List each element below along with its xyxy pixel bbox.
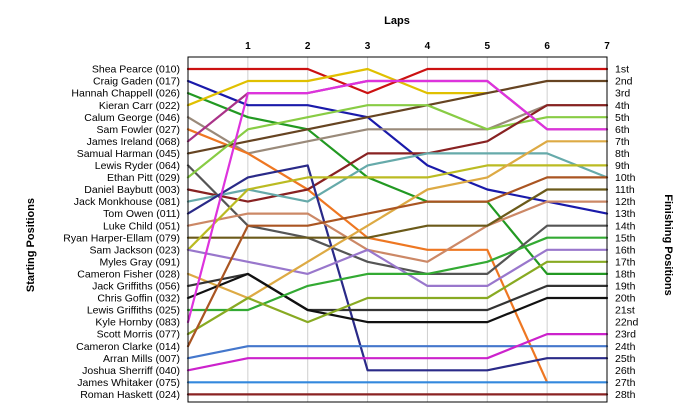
finishing-label: 13th (615, 208, 636, 220)
finishing-label: 1st (615, 64, 629, 76)
series-lines (186, 67, 609, 396)
y-axis-right-title: Finishing Positions (662, 194, 674, 295)
series-label: Calum George (046) (84, 112, 180, 124)
series-label: Cameron Clarke (014) (76, 341, 180, 353)
series-label: Lewis Griffiths (025) (87, 305, 180, 317)
series-line (186, 200, 609, 263)
series-label: Myles Gray (091) (99, 256, 180, 268)
series-label: Tom Owen (011) (103, 208, 180, 220)
series-line (186, 79, 609, 155)
series-label: Scott Morris (077) (97, 329, 180, 341)
series-label: James Whitaker (075) (77, 377, 180, 389)
finishing-label: 2nd (615, 76, 633, 88)
series-label: Craig Gaden (017) (93, 76, 180, 88)
series-line (186, 104, 609, 179)
x-tick-label: 5 (485, 41, 491, 52)
series-line (186, 272, 609, 312)
series-label: Jack Monkhouse (081) (74, 196, 180, 208)
x-tick-label: 3 (365, 41, 371, 52)
series-label: Ethan Pitt (029) (107, 172, 180, 184)
series-label: Chris Goffin (032) (97, 293, 180, 305)
finishing-label: 12th (615, 196, 636, 208)
series-label: Cameron Fisher (028) (77, 268, 180, 280)
finishing-label: 26th (615, 365, 636, 377)
series-label: Ryan Harper-Ellam (079) (63, 232, 180, 244)
series-label: Arran Mills (007) (103, 353, 180, 365)
series-label: Daniel Baybutt (003) (84, 184, 180, 196)
finishing-label: 20th (615, 293, 636, 305)
finishing-position-labels: 1st2nd3rd4th5th6th7th8th9th10th11th12th1… (615, 64, 639, 401)
finishing-label: 21st (615, 305, 635, 317)
finishing-label: 9th (615, 160, 630, 172)
finishing-label: 22nd (615, 317, 639, 329)
series-label: Luke Child (051) (103, 220, 180, 232)
finishing-label: 28th (615, 389, 636, 401)
starting-position-labels: Shea Pearce (010)Craig Gaden (017)Hannah… (63, 64, 180, 401)
series-line (186, 164, 609, 372)
series-label: Lewis Ryder (064) (95, 160, 180, 172)
series-line (186, 272, 609, 324)
series-line (186, 104, 609, 203)
finishing-label: 14th (615, 220, 636, 232)
finishing-label: 5th (615, 112, 630, 124)
x-tick-labels: 1 2 3 4 5 6 7 (245, 41, 610, 52)
series-line (186, 248, 609, 287)
series-line (186, 176, 609, 348)
finishing-label: 17th (615, 256, 636, 268)
series-label: Samual Harman (045) (77, 148, 180, 160)
finishing-label: 15th (615, 232, 636, 244)
finishing-label: 27th (615, 377, 636, 389)
series-label: Joshua Sherriff (040) (82, 365, 180, 377)
plot-frame (187, 56, 608, 403)
finishing-label: 3rd (615, 88, 630, 100)
series-label: Sam Fowler (027) (97, 124, 180, 136)
finishing-label: 16th (615, 244, 636, 256)
finishing-label: 11th (615, 184, 635, 196)
series-line (186, 104, 609, 155)
finishing-label: 24th (615, 341, 636, 353)
series-label: Jack Griffiths (056) (92, 281, 180, 293)
series-line (186, 345, 609, 360)
series-line (186, 333, 609, 372)
finishing-label: 25th (615, 353, 636, 365)
finishing-label: 6th (615, 124, 630, 136)
series-label: Shea Pearce (010) (92, 64, 180, 76)
series-line (186, 79, 609, 215)
series-label: Kyle Hornby (083) (95, 317, 180, 329)
gridlines (247, 57, 608, 402)
series-label: Roman Haskett (024) (80, 389, 180, 401)
series-label: Kieran Carr (022) (99, 100, 180, 112)
finishing-label: 7th (615, 136, 630, 148)
y-axis-left-title: Starting Positions (25, 198, 37, 292)
finishing-label: 10th (615, 172, 636, 184)
series-line (186, 164, 609, 275)
series-line (186, 260, 609, 336)
finishing-label: 23rd (615, 329, 636, 341)
x-tick-label: 4 (425, 41, 431, 52)
series-label: James Ireland (068) (87, 136, 180, 148)
series-line (186, 152, 609, 203)
series-line (186, 188, 609, 239)
x-tick-label: 6 (544, 41, 550, 52)
x-tick-label: 7 (604, 41, 610, 52)
series-line (186, 67, 489, 107)
series-line (186, 164, 609, 251)
series-line (186, 236, 609, 312)
x-tick-label: 2 (305, 41, 311, 52)
series-label: Sam Jackson (023) (90, 244, 180, 256)
finishing-label: 8th (615, 148, 630, 160)
x-axis-title: Laps (384, 15, 410, 27)
series-label: Hannah Chappell (026) (71, 88, 180, 100)
finishing-label: 18th (615, 268, 636, 280)
series-line (186, 79, 609, 324)
finishing-label: 4th (615, 100, 630, 112)
x-tick-label: 1 (245, 41, 251, 52)
finishing-label: 19th (615, 281, 636, 293)
series-line (186, 91, 609, 275)
